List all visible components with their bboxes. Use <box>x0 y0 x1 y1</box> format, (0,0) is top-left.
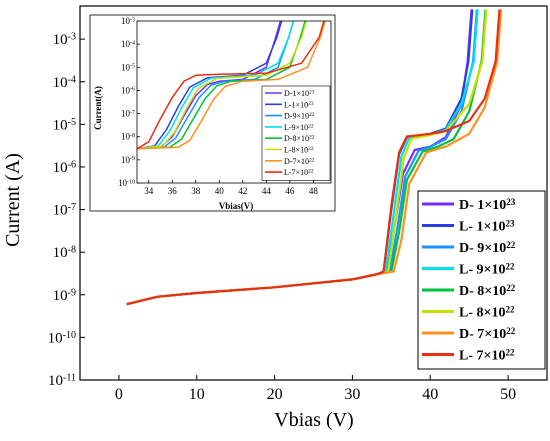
main-legend-box <box>417 190 546 370</box>
inset-series-group <box>136 20 326 150</box>
inset-x-tick-label: 34 <box>144 186 154 196</box>
inset-y-axis-title: Current(A) <box>93 86 103 130</box>
inset-y-tick-label: 10-9 <box>121 155 135 165</box>
inset-series-line <box>136 20 325 150</box>
inset-x-tick-label: 48 <box>309 186 319 196</box>
main-x-tick-label: 30 <box>344 386 360 403</box>
inset-axes: 34 36 38 40 42 44 46 48 10-10 10-9 10-8 10-7 10-6 10-… <box>118 16 318 196</box>
inset-y-tick-label: 10-7 <box>121 109 135 119</box>
main-x-tick-label: 10 <box>189 386 205 403</box>
inset-legend: D-1×1023 L-1×1023 D-9×1022 L-9×1022 D-8×1022… <box>261 85 331 181</box>
inset-x-tick-label: 38 <box>191 186 201 196</box>
inset-y-tick-label: 10-6 <box>121 85 135 95</box>
main-legend-label: L- 1×1023 <box>459 218 515 234</box>
inset-series-line <box>136 20 283 150</box>
inset-x-tick-label: 46 <box>285 186 295 196</box>
main-x-tick-label: 0 <box>115 386 123 403</box>
main-legend-label: D- 1×1023 <box>459 197 516 213</box>
inset-series-line <box>136 20 295 150</box>
inset-x-tick-label: 40 <box>215 186 225 196</box>
inset-plot-frame <box>136 20 332 184</box>
inset-legend-label: L-8×1022 <box>284 146 314 155</box>
inset-series-line <box>136 20 295 150</box>
main-series-group <box>126 9 503 306</box>
main-legend-label: D- 8×1022 <box>459 283 516 299</box>
inset-y-tick-label: 10-4 <box>121 39 135 49</box>
inset-x-tick-label: 44 <box>262 186 272 196</box>
inset-y-tick-label: 10-8 <box>121 132 135 142</box>
main-x-tick-label: 20 <box>267 386 283 403</box>
main-legend-label: D- 7×1022 <box>459 326 516 342</box>
main-legend: D- 1×1023 L- 1×1023 D- 9×1022 L- 9×1022 D- 8… <box>417 190 546 370</box>
main-y-axis-title: Current (A) <box>2 153 24 247</box>
main-series-line <box>126 9 501 306</box>
main-x-tick-label: 40 <box>422 386 438 403</box>
inset-legend-label: L-7×1022 <box>284 168 314 177</box>
inset-legend-label: L-9×1022 <box>284 123 314 132</box>
inset-legend-label: L-1×1023 <box>284 100 314 109</box>
inset-x-tick-label: 42 <box>238 186 247 196</box>
main-legend-label: L- 7×1022 <box>459 347 515 363</box>
inset-y-tick-label: 10-10 <box>118 178 135 188</box>
main-legend-label: L- 8×1022 <box>459 304 515 320</box>
inset-series-line <box>136 20 326 150</box>
inset-series-line <box>136 20 306 150</box>
inset-series-line <box>136 20 308 150</box>
inset-legend-box <box>261 85 331 181</box>
inset-legend-label: D-1×1023 <box>284 89 315 98</box>
main-plot-frame <box>79 5 548 381</box>
main-legend-label: D- 9×1022 <box>459 240 516 256</box>
main-x-axis-title: Vbias (V) <box>274 409 353 431</box>
inset-y-tick-label: 10-3 <box>121 16 135 26</box>
inset-legend-label: D-9×1022 <box>284 112 315 121</box>
inset-legend-label: D-7×1022 <box>284 157 315 166</box>
inset-x-axis-title: Vbias(V) <box>219 201 254 211</box>
inset-x-tick-label: 36 <box>168 186 178 196</box>
main-x-tick-label: 50 <box>500 386 516 403</box>
inset-legend-label: D-8×1022 <box>284 134 315 143</box>
main-legend-label: L- 9×1022 <box>459 261 515 277</box>
inset-y-tick-label: 10-5 <box>121 62 135 72</box>
